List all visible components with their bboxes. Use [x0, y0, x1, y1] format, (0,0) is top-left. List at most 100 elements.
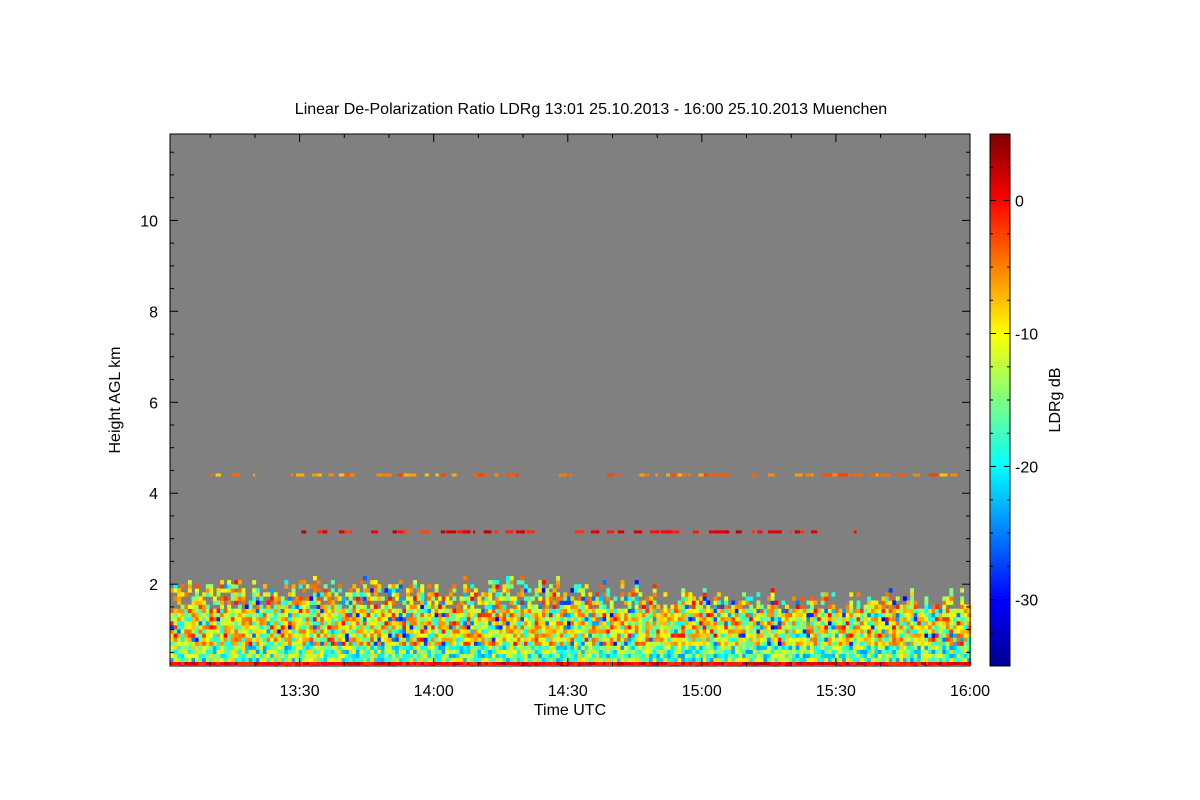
aerosol-pixel [234, 657, 239, 663]
aerosol-pixel [910, 608, 914, 614]
aerosol-pixel [398, 649, 403, 654]
aerosol-pixel [591, 641, 596, 646]
aerosol-pixel [574, 604, 578, 609]
aerosol-pixel [341, 645, 346, 650]
aerosol-pixel [881, 662, 886, 665]
aerosol-pixel [549, 608, 553, 614]
aerosol-pixel [620, 633, 625, 638]
aerosol-pixel [935, 662, 939, 665]
aerosol-pixel [820, 645, 825, 650]
aerosol-pixel [406, 629, 410, 634]
aerosol-pixel [885, 657, 889, 663]
aerosol-pixel [524, 596, 528, 601]
aerosol-pixel [338, 588, 342, 593]
aerosol-pixel [237, 637, 242, 642]
aerosol-pixel [234, 612, 239, 618]
noise-pixel [810, 473, 813, 477]
aerosol-pixel [931, 633, 936, 638]
aerosol-pixel [849, 625, 854, 630]
noise-pixel [478, 473, 486, 477]
aerosol-pixel [663, 616, 668, 622]
aerosol-pixel [187, 633, 192, 638]
aerosol-pixel [273, 608, 278, 614]
aerosol-pixel [763, 641, 768, 646]
noise-pixel [617, 530, 625, 534]
aerosol-pixel [813, 633, 818, 638]
aerosol-pixel [577, 616, 582, 622]
aerosol-pixel [170, 633, 174, 638]
aerosol-pixel [434, 637, 439, 642]
aerosol-pixel [227, 657, 232, 663]
aerosol-pixel [241, 608, 246, 614]
aerosol-pixel [448, 657, 453, 663]
aerosol-pixel [448, 645, 453, 650]
aerosol-pixel [230, 653, 235, 659]
aerosol-pixel [595, 608, 600, 614]
aerosol-pixel [717, 637, 721, 642]
noise-pixel [574, 530, 585, 534]
aerosol-pixel [388, 616, 392, 622]
aerosol-pixel [273, 657, 278, 663]
aerosol-pixel [670, 612, 675, 618]
aerosol-pixel [513, 596, 518, 601]
aerosol-pixel [856, 633, 861, 638]
aerosol-pixel [348, 641, 353, 646]
aerosol-pixel [541, 588, 546, 593]
aerosol-pixel [917, 649, 922, 654]
aerosol-pixel [384, 662, 389, 665]
aerosol-pixel [320, 645, 325, 650]
aerosol-pixel [895, 641, 900, 646]
aerosol-pixel [191, 600, 196, 605]
aerosol-pixel [713, 649, 718, 654]
aerosol-pixel [616, 637, 621, 642]
aerosol-pixel [313, 637, 317, 642]
aerosol-pixel [806, 608, 811, 614]
aerosol-pixel [477, 645, 482, 650]
aerosol-pixel [663, 637, 668, 642]
aerosol-pixel [885, 616, 889, 622]
aerosol-pixel [763, 633, 768, 638]
aerosol-pixel [348, 608, 353, 614]
aerosol-pixel [524, 657, 528, 663]
aerosol-pixel [727, 608, 732, 614]
aerosol-pixel [509, 657, 514, 663]
aerosol-pixel [856, 657, 861, 663]
aerosol-pixel [792, 645, 796, 650]
aerosol-pixel [212, 637, 217, 642]
aerosol-pixel [956, 653, 961, 659]
aerosol-pixel [402, 612, 407, 618]
aerosol-pixel [742, 608, 746, 614]
aerosol-pixel [659, 616, 664, 622]
aerosol-pixel [488, 588, 493, 593]
aerosol-pixel [170, 645, 174, 650]
aerosol-pixel [745, 625, 750, 630]
aerosol-pixel [777, 645, 782, 650]
aerosol-pixel [892, 653, 897, 659]
aerosol-pixel [945, 621, 950, 626]
aerosol-pixel [835, 633, 839, 638]
aerosol-pixel [473, 649, 478, 654]
aerosol-pixel [527, 625, 532, 630]
aerosol-pixel [924, 604, 929, 609]
aerosol-pixel [820, 621, 825, 626]
aerosol-pixel [534, 612, 539, 618]
aerosol-pixel [252, 653, 257, 659]
aerosol-pixel [541, 653, 546, 659]
aerosol-pixel [634, 657, 639, 663]
aerosol-pixel [638, 629, 643, 634]
aerosol-pixel [724, 641, 729, 646]
aerosol-pixel [212, 641, 217, 646]
aerosol-pixel [606, 662, 611, 665]
aerosol-pixel [606, 633, 611, 638]
aerosol-pixel [684, 657, 689, 663]
aerosol-pixel [452, 662, 457, 665]
aerosol-pixel [938, 657, 943, 663]
aerosol-pixel [677, 645, 682, 650]
aerosol-pixel [684, 625, 689, 630]
aerosol-pixel [177, 657, 182, 663]
aerosol-pixel [413, 662, 417, 665]
aerosol-pixel [699, 645, 704, 650]
aerosol-pixel [724, 600, 729, 605]
aerosol-pixel [606, 649, 611, 654]
aerosol-pixel [574, 621, 578, 626]
